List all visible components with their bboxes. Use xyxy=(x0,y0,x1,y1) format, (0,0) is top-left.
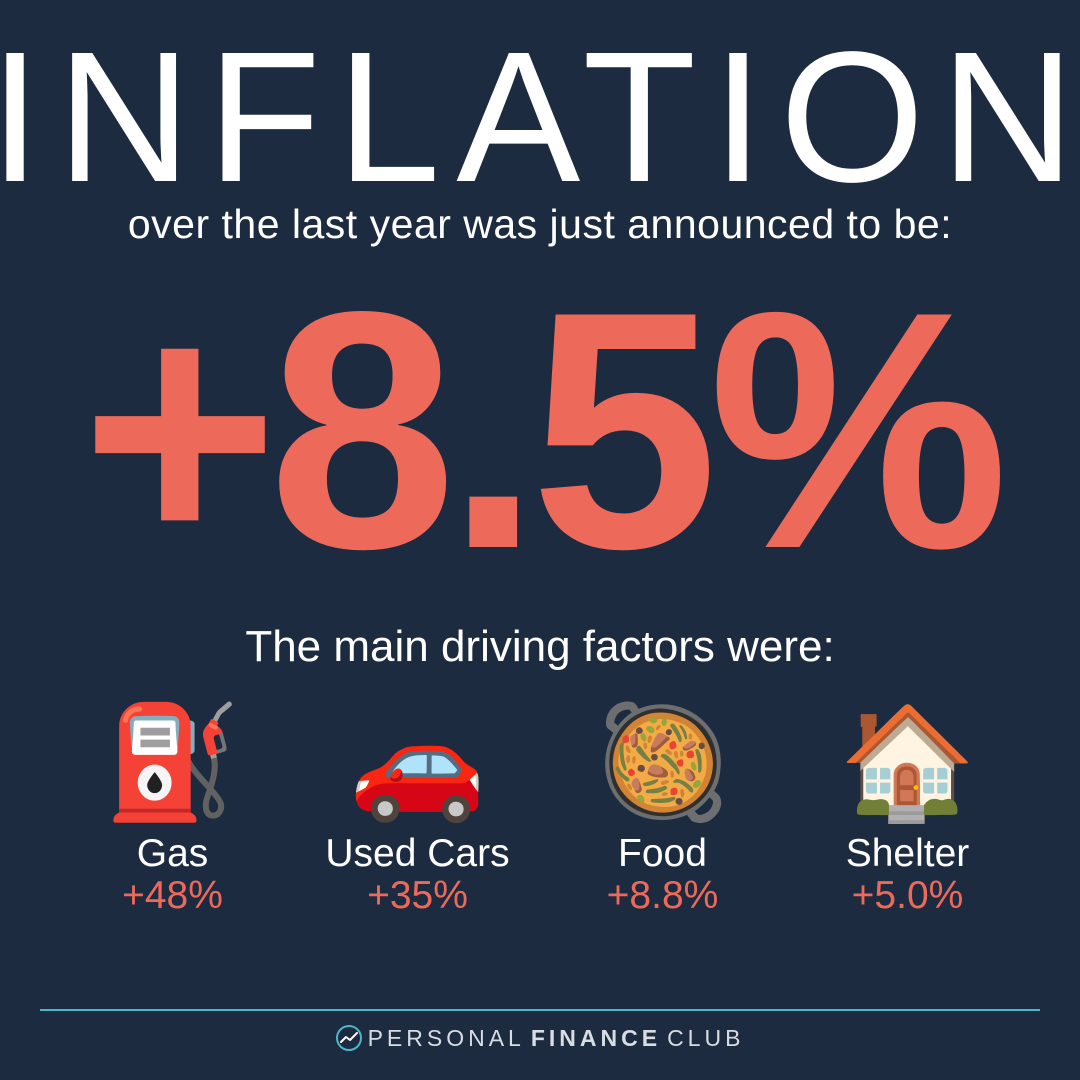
factors-label: The main driving factors were: xyxy=(245,622,834,672)
factor-name: Used Cars xyxy=(325,832,509,876)
factor-name: Food xyxy=(618,832,707,876)
brand-word-finance: FINANCE xyxy=(531,1025,661,1052)
brand-word-personal: PERSONAL xyxy=(368,1025,525,1052)
factor-name: Shelter xyxy=(846,832,970,876)
factor-name: Gas xyxy=(137,832,209,876)
footer: PERSONALFINANCECLUB xyxy=(40,1009,1040,1057)
headline: INFLATION xyxy=(0,30,1080,207)
factors-row: ⛽ Gas +48% 🚗 Used Cars +35% 🥘 Food +8.8%… xyxy=(40,698,1040,918)
footer-divider xyxy=(40,1009,1040,1011)
inflation-stat: +8.5% xyxy=(81,278,999,582)
car-icon: 🚗 xyxy=(349,698,486,828)
factor-value: +48% xyxy=(122,874,223,918)
factor-value: +8.8% xyxy=(607,874,719,918)
brand-logo-icon xyxy=(336,1025,362,1051)
factor-value: +35% xyxy=(367,874,468,918)
brand-word-club: CLUB xyxy=(667,1025,744,1052)
factor-food: 🥘 Food +8.8% xyxy=(540,698,785,918)
factor-shelter: 🏠 Shelter +5.0% xyxy=(785,698,1030,918)
infographic-container: INFLATION over the last year was just an… xyxy=(0,0,1080,1080)
factor-used-cars: 🚗 Used Cars +35% xyxy=(295,698,540,918)
factor-gas: ⛽ Gas +48% xyxy=(50,698,295,918)
house-icon: 🏠 xyxy=(839,698,976,828)
factor-value: +5.0% xyxy=(852,874,964,918)
gas-pump-icon: ⛽ xyxy=(104,698,241,828)
food-icon: 🥘 xyxy=(594,698,731,828)
footer-brand: PERSONALFINANCECLUB xyxy=(336,1025,745,1052)
